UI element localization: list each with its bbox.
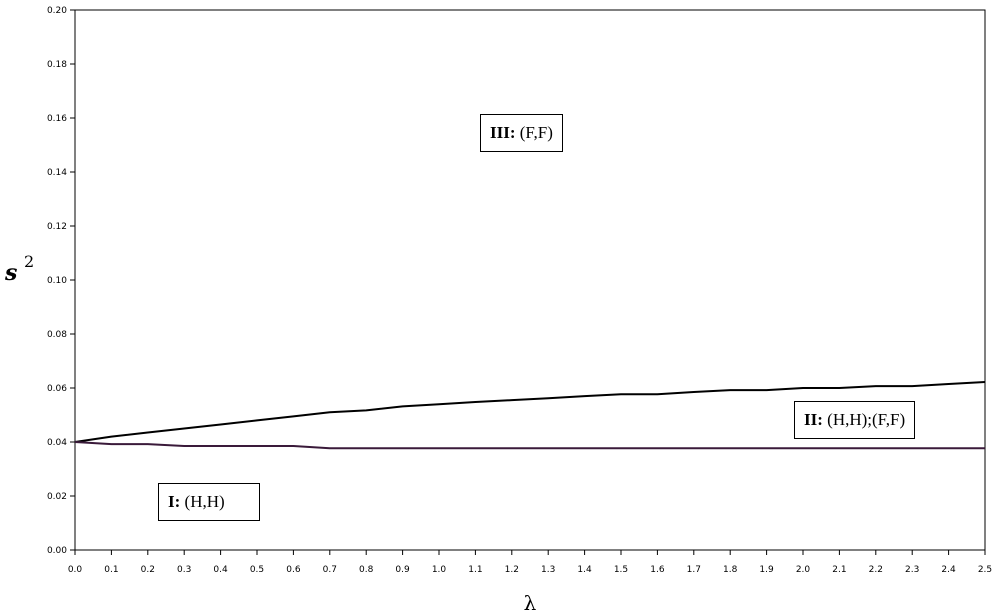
x-tick-label: 0.9: [395, 565, 410, 575]
x-tick-label: 0.8: [359, 565, 374, 575]
x-tick-label: 2.5: [978, 565, 992, 575]
x-tick-label: 0.0: [68, 565, 83, 575]
x-tick-label: 1.8: [723, 565, 738, 575]
x-axis-title: λ: [524, 591, 537, 612]
plot-area: [74, 9, 986, 551]
region-iii-numeral: III:: [490, 123, 516, 142]
region-iii-text: (F,F): [515, 123, 553, 142]
y-tick-label: 0.08: [47, 330, 67, 340]
y-tick-label: 0.12: [47, 222, 67, 232]
region-iii-label: III: (F,F): [480, 114, 563, 152]
x-tick-label: 1.9: [759, 565, 774, 575]
x-tick-label: 1.3: [541, 565, 555, 575]
x-tick-label: 1.7: [687, 565, 701, 575]
x-tick-label: 0.1: [104, 565, 118, 575]
x-tick-label: 0.6: [286, 565, 301, 575]
x-tick-label: 1.1: [468, 565, 482, 575]
y-tick-label: 0.10: [47, 276, 67, 286]
series-layer: [74, 381, 986, 450]
y-tick-label: 0.06: [47, 384, 67, 394]
lower-boundary-line: [74, 441, 985, 450]
y-tick-label: 0.16: [47, 114, 67, 124]
region-i-numeral: I:: [168, 492, 181, 511]
region-i-text: (H,H): [180, 492, 225, 511]
y-tick-label: 0.20: [47, 6, 67, 16]
region-ii-label: II: (H,H);(F,F): [794, 401, 916, 439]
x-tick-label: 2.0: [796, 565, 811, 575]
upper-boundary-line: [74, 381, 986, 443]
region-i-label: I: (H,H): [158, 483, 260, 521]
x-tick-label: 1.6: [650, 565, 665, 575]
x-tick-label: 0.4: [213, 565, 228, 575]
y-tick-label: 0.18: [47, 60, 67, 70]
x-tick-label: 0.3: [177, 565, 191, 575]
y-axis: 0.00 0.02 0.04 0.06 0.08 0.10 0.12 0.14 0.16 0.18…: [47, 6, 75, 556]
x-tick-label: 2.2: [869, 565, 883, 575]
x-tick-label: 1.0: [432, 565, 447, 575]
x-tick-label: 2.1: [832, 565, 846, 575]
y-tick-label: 0.02: [47, 492, 67, 502]
x-tick-label: 1.5: [614, 565, 628, 575]
y-axis-title-superscript: 2: [24, 252, 34, 271]
y-tick-label: 0.00: [47, 546, 67, 556]
x-tick-label: 0.5: [250, 565, 264, 575]
y-tick-label: 0.04: [47, 438, 67, 448]
x-tick-label: 0.2: [141, 565, 155, 575]
x-tick-label: 1.2: [505, 565, 519, 575]
y-tick-label: 0.14: [47, 168, 67, 178]
x-axis: 0.0 0.1 0.2 0.3 0.4 0.5 0.6 0.7 0.8 0.9 1.0 1.1 1.2 1…: [68, 550, 992, 575]
y-axis-title: s: [4, 260, 17, 286]
region-ii-text: (H,H);(F,F): [822, 410, 906, 429]
x-tick-label: 2.4: [941, 565, 956, 575]
x-tick-label: 1.4: [577, 565, 592, 575]
x-tick-label: 0.7: [323, 565, 337, 575]
region-ii-numeral: II:: [804, 410, 823, 429]
x-tick-label: 2.3: [905, 565, 919, 575]
